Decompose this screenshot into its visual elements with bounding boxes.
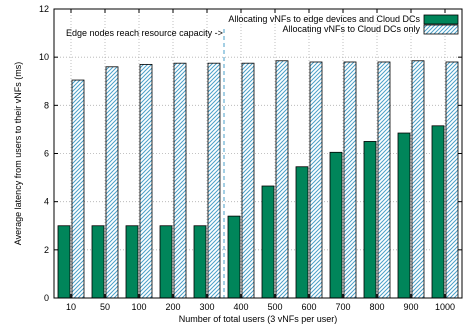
legend-label-edge-cloud: Allocating vNFs to edge devices and Clou… bbox=[228, 14, 420, 24]
y-axis-label: Average latency from users to their vNFs… bbox=[13, 62, 23, 245]
bar-edge-cloud bbox=[363, 141, 377, 299]
x-tick-label: 900 bbox=[403, 302, 418, 312]
bar-cloud-only bbox=[377, 61, 391, 299]
y-tick-label: 0 bbox=[44, 293, 49, 303]
bar-edge-cloud bbox=[57, 225, 71, 299]
y-tick-label: 10 bbox=[39, 52, 49, 62]
axis-ticks: 0 2 4 6 8 10 12 10 50 100 200 300 400 500 600 700 800 900… bbox=[39, 4, 462, 312]
bar-cloud-only bbox=[241, 62, 255, 299]
bar-cloud-only bbox=[275, 60, 289, 299]
bar-edge-cloud bbox=[91, 225, 105, 299]
grid bbox=[54, 9, 462, 298]
bar-edge-cloud bbox=[227, 215, 241, 299]
x-tick-label: 100 bbox=[131, 302, 146, 312]
bar-cloud-only bbox=[139, 63, 153, 299]
bar-edge-cloud bbox=[295, 166, 309, 299]
legend-swatch-cloud-only bbox=[423, 24, 459, 35]
x-tick-label: 200 bbox=[165, 302, 180, 312]
bar-edge-cloud bbox=[193, 225, 207, 299]
x-tick-label: 400 bbox=[233, 302, 248, 312]
x-tick-label: 500 bbox=[267, 302, 282, 312]
bar-edge-cloud bbox=[329, 151, 343, 299]
x-tick-label: 1000 bbox=[435, 302, 455, 312]
bar-edge-cloud bbox=[261, 185, 275, 299]
bar-cloud-only bbox=[343, 61, 357, 299]
x-tick-label: 300 bbox=[199, 302, 214, 312]
y-tick-label: 2 bbox=[44, 245, 49, 255]
bar-cloud-only bbox=[207, 62, 221, 299]
x-tick-label: 800 bbox=[369, 302, 384, 312]
legend-swatch-edge-cloud bbox=[423, 14, 459, 25]
y-tick-label: 6 bbox=[44, 149, 49, 159]
bar-cloud-only bbox=[173, 62, 187, 299]
x-tick-label: 50 bbox=[100, 302, 110, 312]
y-tick-label: 8 bbox=[44, 100, 49, 110]
x-tick-label: 10 bbox=[66, 302, 76, 312]
bar-edge-cloud bbox=[125, 225, 139, 299]
x-axis-label: Number of total users (3 vNFs per user) bbox=[179, 314, 338, 324]
bars bbox=[57, 60, 459, 299]
bar-cloud-only bbox=[71, 79, 85, 299]
capacity-annotation: Edge nodes reach resource capacity -> bbox=[66, 28, 223, 38]
x-tick-label: 600 bbox=[301, 302, 316, 312]
bar-edge-cloud bbox=[431, 125, 445, 299]
bar-cloud-only bbox=[411, 60, 425, 299]
bar-edge-cloud bbox=[159, 225, 173, 299]
y-tick-label: 12 bbox=[39, 4, 49, 14]
x-tick-label: 700 bbox=[335, 302, 350, 312]
legend-label-cloud-only: Allocating vNFs to Cloud DCs only bbox=[282, 24, 420, 34]
bar-edge-cloud bbox=[397, 132, 411, 299]
bar-cloud-only bbox=[309, 61, 323, 299]
y-tick-label: 4 bbox=[44, 197, 49, 207]
bar-cloud-only bbox=[445, 61, 459, 299]
legend: Allocating vNFs to edge devices and Clou… bbox=[228, 14, 459, 35]
bar-cloud-only bbox=[105, 66, 119, 299]
